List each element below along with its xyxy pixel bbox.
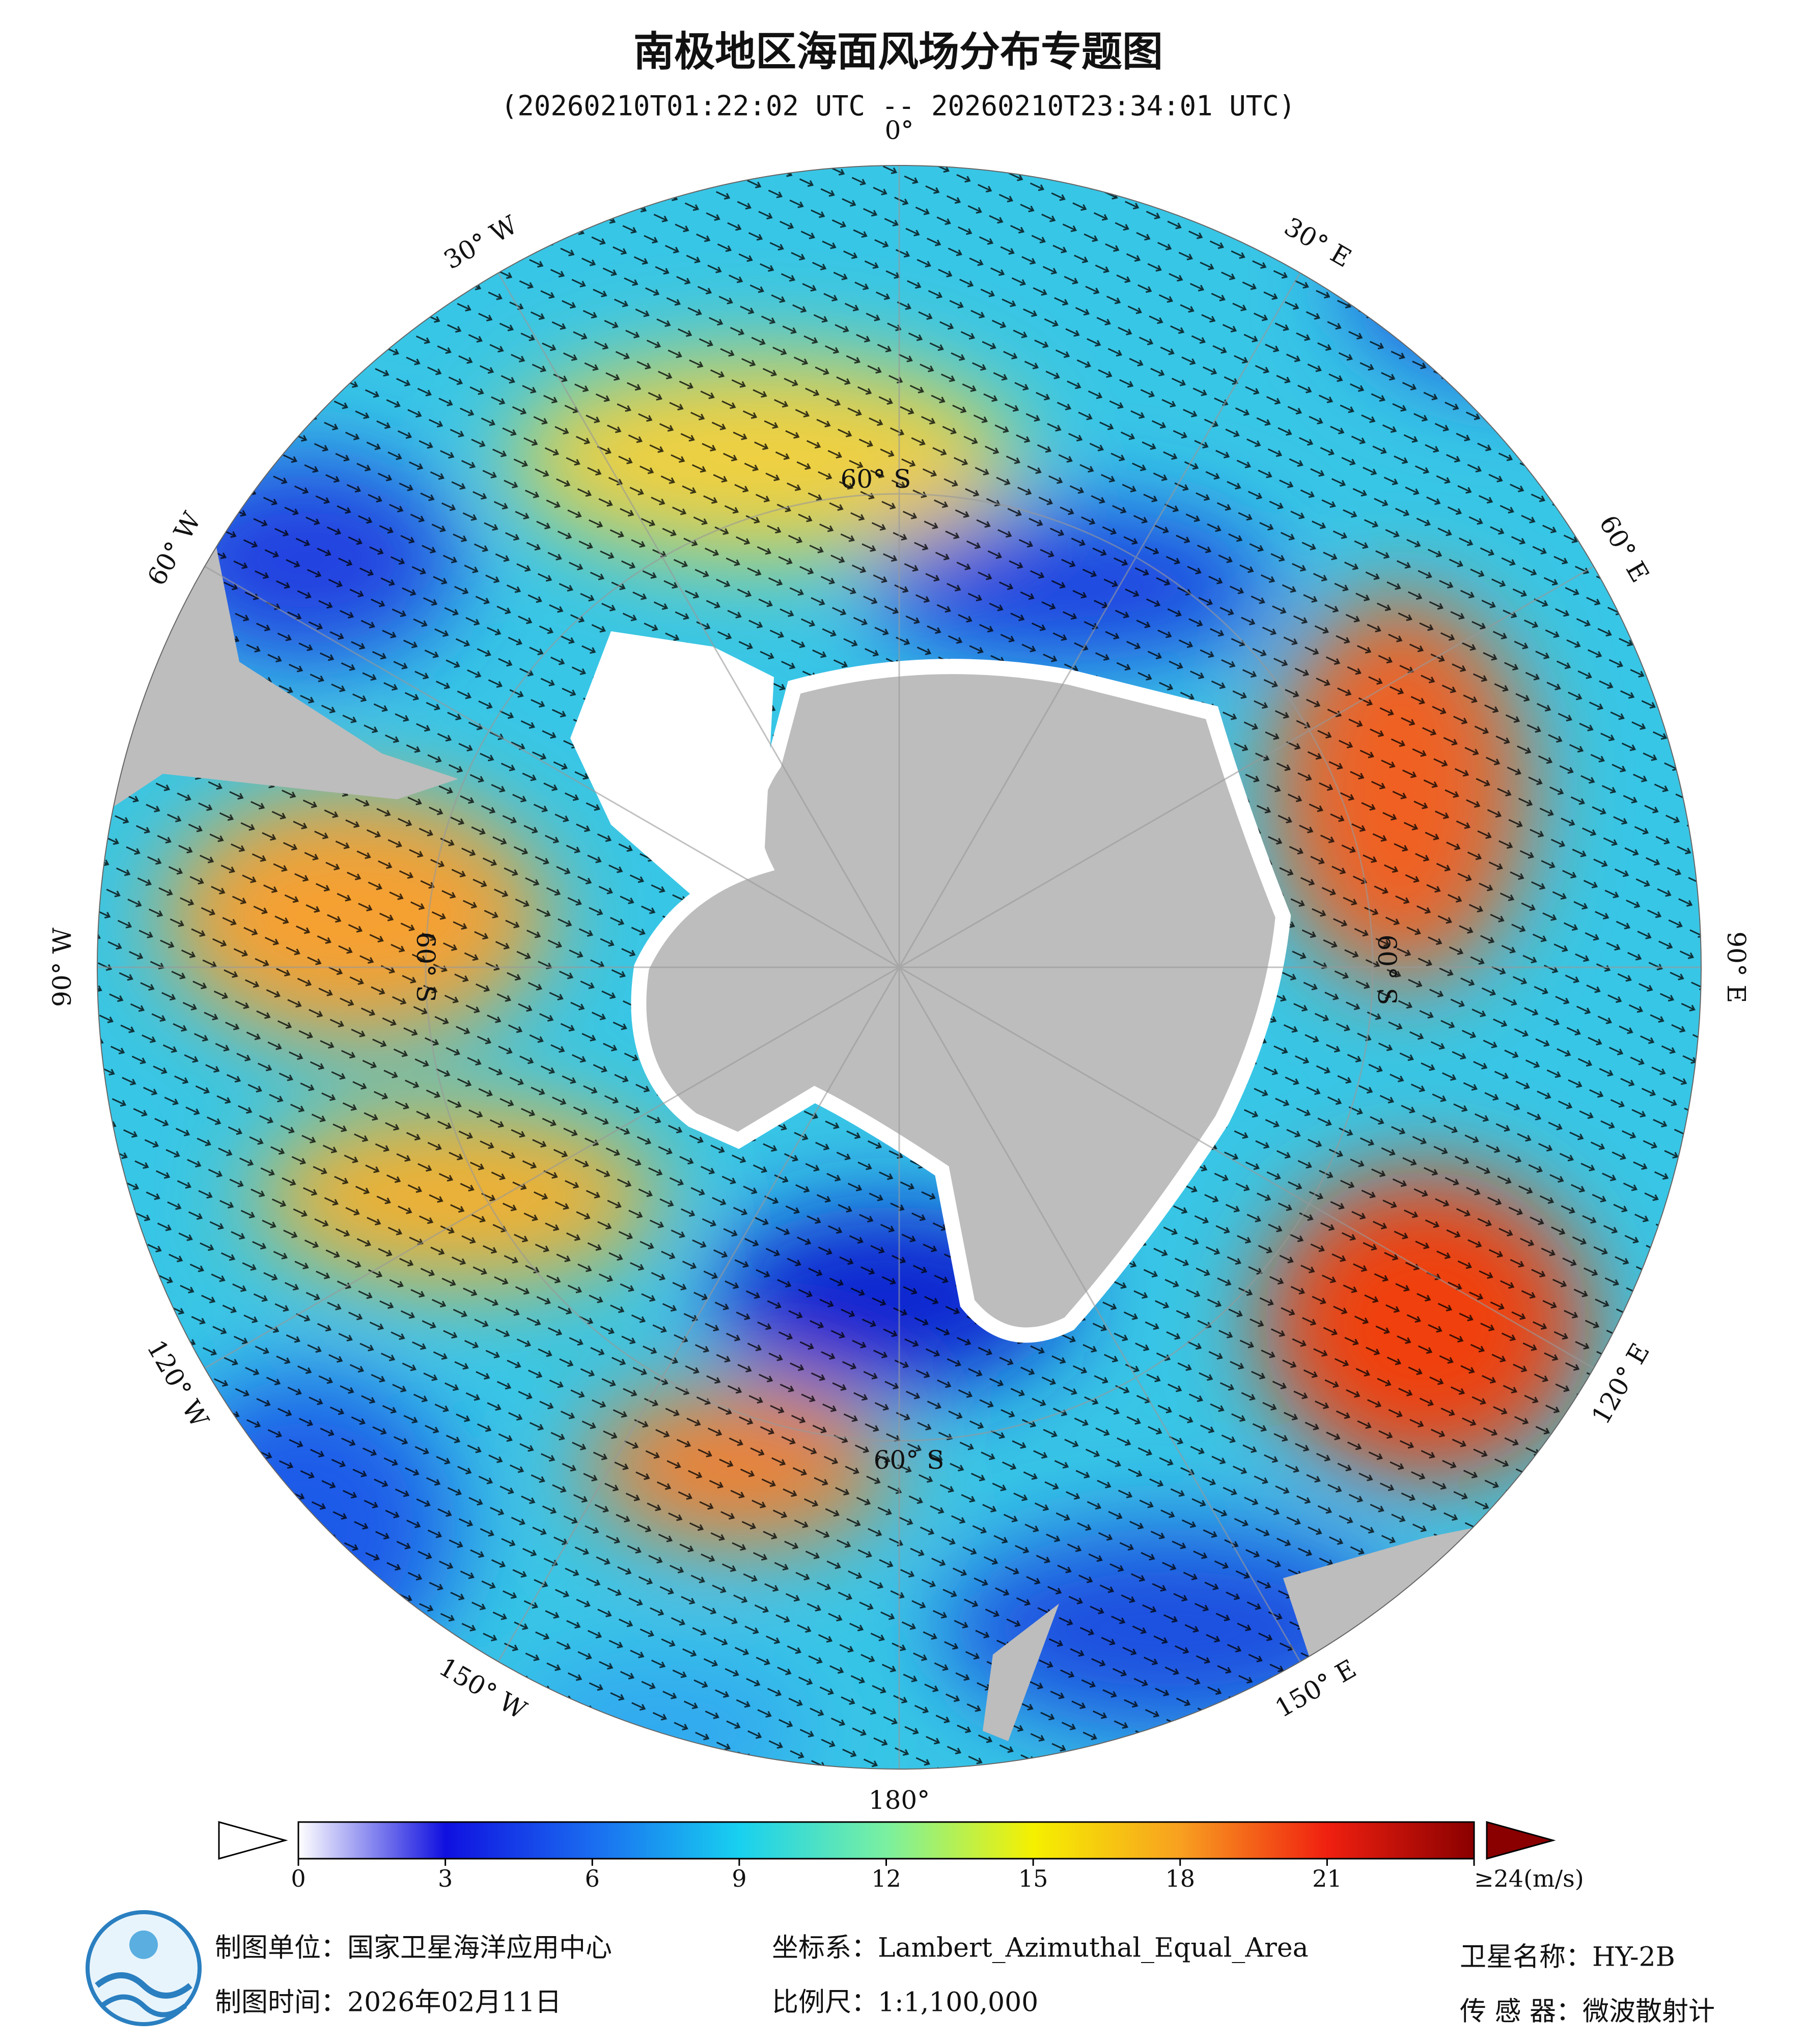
footer-unit: 制图单位：国家卫星海洋应用中心 [215, 1933, 612, 1964]
graticule [97, 165, 1701, 1769]
colorbar-max-arrow [1486, 1821, 1556, 1860]
footer-crs: 坐标系：Lambert_Azimuthal_Equal_Area [772, 1933, 1309, 1964]
logo [86, 1910, 202, 2026]
footer-date: 制图时间：2026年02月11日 [215, 1987, 562, 2018]
meridian [898, 272, 1301, 968]
colorbar [297, 1821, 1475, 1860]
colorbar-tick-label: ≥24(m/s) [1474, 1865, 1584, 1892]
subtitle: (20260210T01:22:02 UTC -- 20260210T23:34… [501, 90, 1296, 122]
colorbar-tick-label: 9 [732, 1865, 746, 1892]
latitude-label: 60° S [1372, 935, 1402, 1005]
meridian [497, 967, 900, 1662]
title: 南极地区海面风场分布专题图 [633, 27, 1163, 75]
colorbar-tick-label: 0 [291, 1865, 306, 1892]
latitude-label: 60° S [841, 464, 911, 494]
longitude-label: 180° [869, 1785, 930, 1815]
meridian [497, 272, 900, 968]
longitude-label: 30° E [1279, 212, 1356, 273]
meridian [204, 566, 900, 968]
footer-satellite: 卫星名称：HY-2B [1460, 1942, 1675, 1973]
parallel [425, 493, 1374, 1442]
colorbar-tick-label: 15 [1018, 1865, 1048, 1892]
colorbar-tick-label: 12 [871, 1865, 901, 1892]
footer-scale: 比例尺：1:1,100,000 [772, 1987, 1038, 2018]
meridian [899, 566, 1594, 968]
antarctica [631, 659, 1291, 1343]
colorbar-tick-label: 18 [1165, 1865, 1195, 1892]
ice-shelf [570, 631, 774, 896]
longitude-label: 90° E [1722, 931, 1751, 1003]
colorbar-tick-label: 6 [585, 1865, 600, 1892]
meridian [204, 966, 900, 1369]
latitude-label: 60° S [874, 1445, 945, 1475]
latitude-label: 60° S [411, 932, 440, 1003]
longitude-label: 60° E [1593, 510, 1655, 587]
meridian [899, 966, 1594, 1369]
colorbar-tick-label: 3 [438, 1865, 453, 1892]
colorbar-min-arrow [218, 1821, 288, 1860]
meridian [898, 967, 1301, 1662]
map-border [97, 165, 1702, 1770]
longitude-label: 0° [885, 116, 914, 145]
longitude-label: 30° W [439, 210, 523, 275]
longitude-label: 60° W [142, 507, 207, 591]
longitude-label: 90° W [47, 927, 77, 1007]
colorbar-tick-label: 21 [1312, 1865, 1342, 1892]
footer-sensor: 传 感 器：微波散射计 [1460, 1997, 1715, 2027]
